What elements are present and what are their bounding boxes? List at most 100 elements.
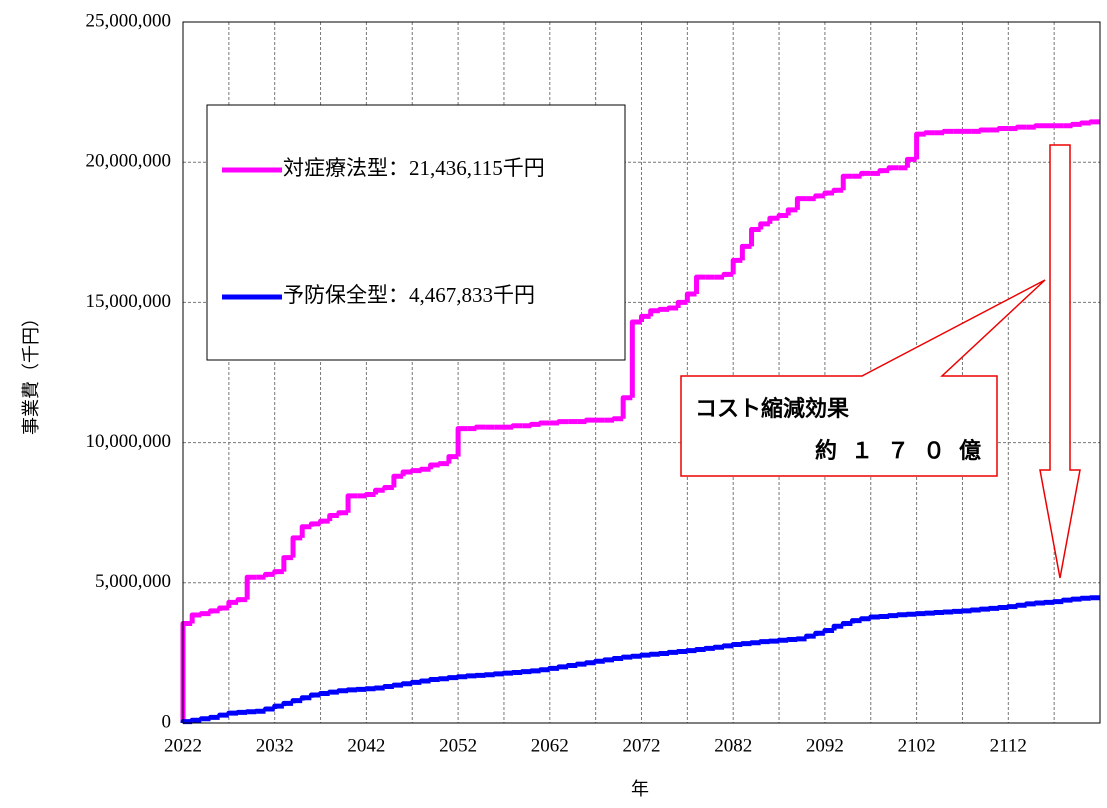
step-segment <box>776 637 789 643</box>
step-segment <box>1088 119 1100 125</box>
x-tick-label: 2042 <box>347 735 385 756</box>
x-tick-label: 2102 <box>898 735 936 756</box>
step-segment <box>996 126 1009 132</box>
step-segment <box>639 652 651 658</box>
plot-frame <box>182 21 1101 724</box>
step-segment <box>849 618 862 624</box>
step-segment <box>409 468 422 474</box>
step-segment <box>978 127 990 133</box>
step-segment <box>299 524 312 538</box>
step-segment <box>1042 599 1055 605</box>
step-segment <box>492 671 504 677</box>
step-segment <box>739 243 752 261</box>
step-segment <box>923 610 935 616</box>
step-segment <box>611 416 624 422</box>
step-segment <box>299 695 312 701</box>
step-segment <box>877 168 890 174</box>
step-segment <box>455 426 468 457</box>
step-segment <box>281 555 294 572</box>
step-segment <box>455 674 468 680</box>
step-segment <box>629 653 642 659</box>
step-segment <box>308 692 321 698</box>
step-segment <box>749 640 761 646</box>
step-segment <box>620 395 633 419</box>
step-segment <box>318 691 330 697</box>
step-segment <box>886 165 899 171</box>
step-segment <box>327 689 339 695</box>
annotation: コスト縮減効果 <box>695 396 849 422</box>
step-segment <box>785 636 798 642</box>
step-segment <box>684 291 697 303</box>
step-segment <box>758 639 770 645</box>
step-segment <box>657 650 670 656</box>
step-segment <box>400 681 413 687</box>
step-segment <box>391 473 404 488</box>
step-segment <box>519 669 532 675</box>
step-segment <box>749 226 761 247</box>
step-segment <box>428 462 440 470</box>
step-segment <box>308 521 321 527</box>
step-segment <box>712 644 725 650</box>
step-segment <box>675 299 688 309</box>
step-segment <box>336 688 349 694</box>
step-segment <box>217 605 229 611</box>
x-tick-label: 2062 <box>531 735 569 756</box>
step-segment <box>804 633 816 639</box>
step-segment <box>684 648 697 654</box>
y-tick-label: 5,000,000 <box>95 571 171 592</box>
y-tick-label: 25,000,000 <box>86 10 172 31</box>
step-segment <box>996 604 1009 610</box>
step-segment <box>620 654 633 660</box>
step-segment <box>538 420 550 426</box>
x-tick-label: 2112 <box>990 735 1027 756</box>
step-segment <box>446 454 459 464</box>
x-tick-label: 2072 <box>623 735 661 756</box>
step-segment <box>1069 121 1082 127</box>
step-segment <box>721 643 734 649</box>
step-segment <box>583 417 596 423</box>
step-segment <box>501 670 514 676</box>
step-segment <box>382 484 394 491</box>
step-segment <box>1051 599 1064 605</box>
step-segment <box>556 664 569 670</box>
step-segment <box>904 611 917 617</box>
step-segment <box>1014 124 1027 130</box>
step-segment <box>914 611 926 617</box>
step-segment <box>987 605 1000 611</box>
step-segment <box>794 196 807 210</box>
step-segment <box>758 221 770 230</box>
step-segment <box>666 305 679 311</box>
step-segment <box>1033 600 1045 606</box>
y-tick-label: 15,000,000 <box>86 291 172 312</box>
step-segment <box>446 675 459 681</box>
step-segment <box>510 670 523 676</box>
step-segment <box>208 608 220 614</box>
step-segment <box>418 678 431 684</box>
step-segment <box>253 708 266 714</box>
step-segment <box>538 667 550 673</box>
step-segment <box>556 419 569 425</box>
step-segment <box>932 610 945 616</box>
step-segment <box>721 271 734 278</box>
step-segment <box>593 658 605 664</box>
step-segment <box>290 698 303 704</box>
step-segment <box>904 156 917 168</box>
step-segment <box>263 571 275 578</box>
step-segment <box>767 638 780 644</box>
step-segment <box>244 574 257 600</box>
step-segment <box>648 651 660 657</box>
step-segment <box>666 649 679 655</box>
step-segment <box>373 685 385 691</box>
step-segment <box>813 630 825 637</box>
step-segment <box>611 656 624 662</box>
step-segment <box>327 513 339 522</box>
step-segment <box>694 647 706 653</box>
step-segment <box>675 648 688 654</box>
step-segment <box>473 672 486 678</box>
step-segment <box>831 623 844 631</box>
y-tick-label: 10,000,000 <box>86 431 172 452</box>
step-segment <box>363 686 376 692</box>
step-segment <box>272 703 284 709</box>
x-tick-label: 2022 <box>164 735 202 756</box>
x-tick-label: 2082 <box>714 735 752 756</box>
